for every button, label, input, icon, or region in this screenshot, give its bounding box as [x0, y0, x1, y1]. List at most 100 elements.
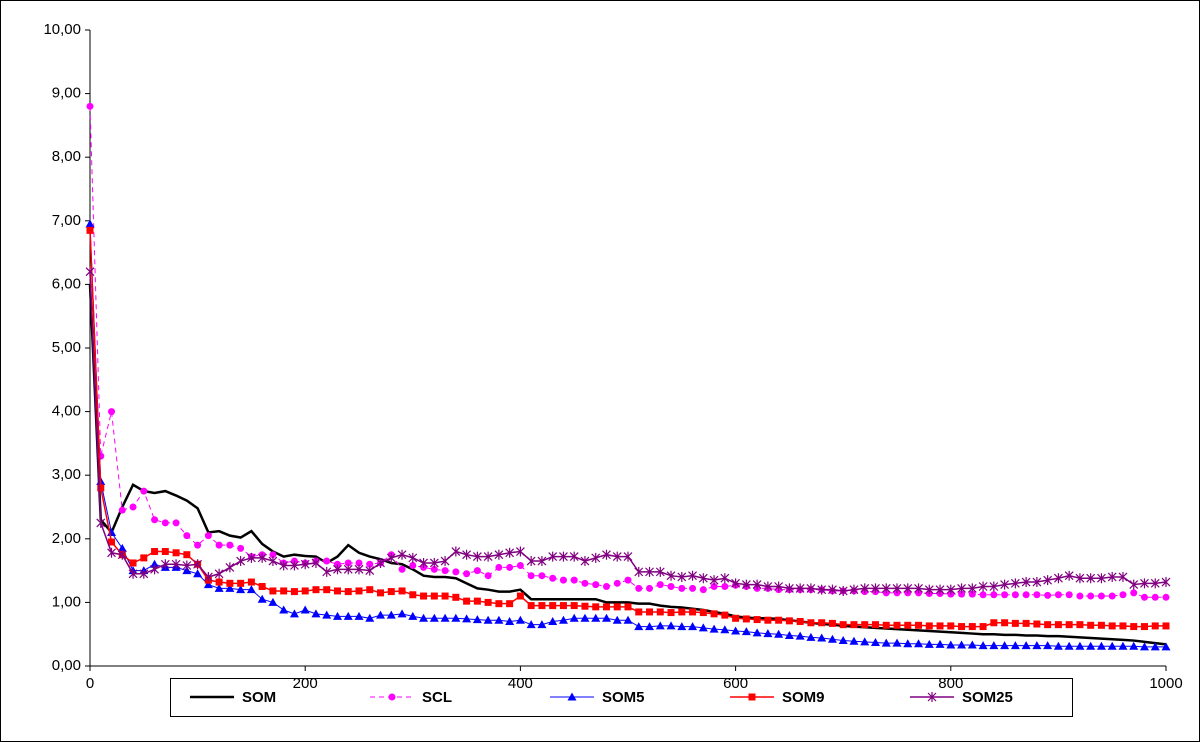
marker — [548, 551, 558, 562]
marker — [537, 556, 547, 567]
marker — [946, 640, 956, 649]
marker — [472, 551, 482, 562]
marker — [344, 588, 352, 596]
marker — [698, 623, 708, 632]
marker — [420, 592, 428, 600]
marker — [612, 551, 622, 562]
marker — [785, 617, 793, 625]
marker — [323, 557, 331, 565]
marker — [538, 602, 546, 610]
marker — [860, 637, 870, 646]
marker — [150, 564, 159, 575]
marker — [462, 614, 472, 623]
marker — [655, 566, 665, 577]
marker — [903, 583, 913, 594]
marker — [214, 583, 224, 592]
marker — [85, 219, 95, 228]
marker — [258, 583, 266, 590]
marker — [161, 519, 169, 527]
marker — [881, 583, 891, 594]
marker — [398, 565, 406, 573]
legend-label: SOM9 — [782, 689, 825, 706]
marker — [796, 617, 804, 625]
marker — [398, 587, 406, 595]
marker — [860, 583, 870, 594]
marker — [601, 613, 611, 622]
marker — [775, 616, 783, 624]
marker — [473, 567, 481, 575]
marker — [559, 602, 567, 610]
marker — [312, 586, 320, 594]
marker — [538, 572, 546, 580]
marker — [1097, 592, 1105, 600]
marker — [623, 615, 633, 624]
marker — [613, 579, 621, 587]
marker — [753, 616, 761, 624]
marker — [203, 571, 213, 582]
marker — [709, 624, 719, 633]
marker — [666, 570, 676, 581]
marker — [290, 588, 298, 596]
marker — [419, 613, 429, 622]
marker — [688, 570, 697, 581]
marker — [483, 551, 493, 562]
x-tick-label: 0 — [86, 675, 94, 692]
marker — [818, 619, 826, 627]
x-tick-label: 200 — [293, 675, 318, 692]
marker — [516, 592, 524, 600]
marker — [1151, 622, 1159, 630]
marker — [667, 583, 675, 590]
series-line — [88, 284, 1167, 646]
marker — [128, 568, 138, 579]
marker — [343, 611, 353, 620]
marker — [473, 597, 481, 605]
marker — [333, 587, 341, 595]
marker — [1010, 641, 1020, 650]
marker — [322, 610, 332, 619]
marker — [559, 576, 567, 584]
marker — [430, 592, 438, 600]
marker — [1151, 593, 1159, 601]
marker — [311, 557, 321, 568]
marker — [215, 541, 223, 549]
marker — [441, 567, 449, 575]
legend-marker — [748, 693, 756, 701]
marker — [602, 549, 611, 560]
marker — [731, 626, 741, 635]
marker — [225, 562, 235, 573]
marker — [214, 568, 224, 579]
marker — [279, 560, 289, 571]
marker — [515, 546, 525, 557]
marker — [559, 551, 568, 562]
marker — [1000, 579, 1010, 590]
marker — [289, 609, 299, 618]
marker — [1150, 578, 1160, 589]
marker — [612, 615, 622, 624]
marker — [332, 611, 342, 620]
marker — [129, 559, 137, 567]
marker — [440, 613, 450, 622]
marker — [731, 578, 741, 589]
marker — [527, 602, 535, 610]
marker — [763, 581, 773, 592]
marker — [376, 557, 385, 568]
marker — [495, 600, 503, 608]
marker — [635, 584, 643, 592]
marker — [257, 552, 267, 563]
marker — [924, 584, 934, 595]
marker — [494, 615, 504, 624]
marker — [634, 622, 644, 631]
marker — [257, 594, 267, 603]
marker — [677, 571, 687, 582]
marker — [301, 587, 309, 595]
marker — [408, 611, 418, 620]
marker — [806, 583, 816, 594]
marker — [881, 638, 891, 647]
marker — [990, 591, 998, 599]
marker — [484, 572, 492, 580]
marker — [1043, 641, 1053, 650]
marker — [494, 549, 504, 560]
marker — [246, 552, 256, 563]
marker — [1065, 621, 1073, 629]
marker — [280, 587, 288, 595]
